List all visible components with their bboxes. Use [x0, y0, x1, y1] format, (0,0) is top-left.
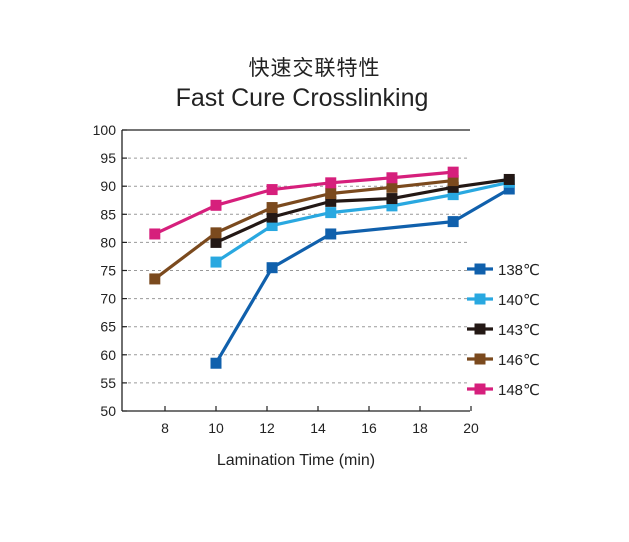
legend-marker — [474, 353, 486, 365]
x-tick-label: 10 — [208, 420, 224, 436]
data-point — [210, 227, 222, 239]
data-point — [386, 200, 398, 212]
series-line-138℃ — [214, 187, 511, 365]
x-tick-label: 14 — [310, 420, 326, 436]
y-tick-label: 85 — [100, 206, 116, 222]
y-tick-label: 80 — [100, 234, 116, 250]
y-tick-label: 65 — [100, 319, 116, 335]
data-point — [503, 173, 515, 185]
x-tick-label: 12 — [259, 420, 275, 436]
data-point — [325, 188, 337, 200]
data-point — [210, 199, 222, 211]
legend-label: 148℃ — [498, 382, 540, 399]
data-point — [325, 195, 337, 207]
data-point — [503, 183, 515, 195]
x-tick-labels: 8 10 12 14 16 18 20 — [161, 406, 479, 436]
series-line-140℃ — [215, 180, 510, 264]
y-tick-label: 50 — [100, 403, 116, 419]
x-tick-label: 20 — [463, 420, 479, 436]
legend-marker — [474, 263, 486, 275]
x-tick-label: 18 — [412, 420, 428, 436]
y-tick-label: 55 — [100, 375, 116, 391]
legend-label: 146℃ — [498, 352, 540, 369]
data-point — [266, 184, 278, 196]
legend-marker — [474, 323, 486, 335]
data-point — [325, 228, 337, 240]
grid-lines — [122, 157, 470, 384]
legend-label: 143℃ — [498, 322, 540, 339]
x-axis-label: Lamination Time (min) — [217, 452, 375, 469]
data-point — [447, 181, 459, 193]
data-point — [266, 220, 278, 232]
data-point — [447, 175, 459, 187]
data-point — [386, 181, 398, 193]
data-point — [210, 236, 222, 248]
data-point — [266, 262, 278, 274]
data-point — [447, 189, 459, 201]
x-tick-label: 16 — [361, 420, 377, 436]
x-tick-label: 8 — [161, 420, 169, 436]
data-point — [210, 357, 222, 369]
data-point — [149, 228, 161, 240]
data-point — [447, 216, 459, 228]
data-point — [266, 202, 278, 214]
y-tick-label: 75 — [100, 263, 116, 279]
data-point — [386, 193, 398, 205]
legend-label: 138℃ — [498, 262, 540, 279]
y-tick-label: 90 — [100, 178, 116, 194]
series-line-148℃ — [154, 170, 454, 236]
y-tick-labels: 50 55 60 65 70 75 80 85 90 95 100 — [93, 122, 127, 419]
legend: 138℃ 140℃ 143℃ 146℃ 148℃ — [467, 262, 540, 399]
data-point — [266, 211, 278, 223]
y-tick-label: 70 — [100, 291, 116, 307]
legend-label: 140℃ — [498, 292, 540, 309]
chart-title-cn: 快速交联特性 — [248, 56, 381, 80]
series-line-143℃ — [215, 177, 510, 244]
chart-title-en: Fast Cure Crosslinking — [175, 84, 429, 112]
data-point — [447, 166, 459, 178]
series-group — [149, 166, 515, 369]
legend-marker — [474, 293, 486, 305]
legend-marker — [474, 383, 486, 395]
data-point — [210, 256, 222, 268]
y-tick-label: 100 — [93, 122, 117, 138]
data-point — [325, 207, 337, 219]
data-point — [325, 177, 337, 189]
y-tick-label: 60 — [100, 347, 116, 363]
series-line-146℃ — [153, 178, 454, 281]
data-point — [149, 273, 161, 285]
y-tick-label: 95 — [100, 150, 116, 166]
data-point — [386, 172, 398, 184]
